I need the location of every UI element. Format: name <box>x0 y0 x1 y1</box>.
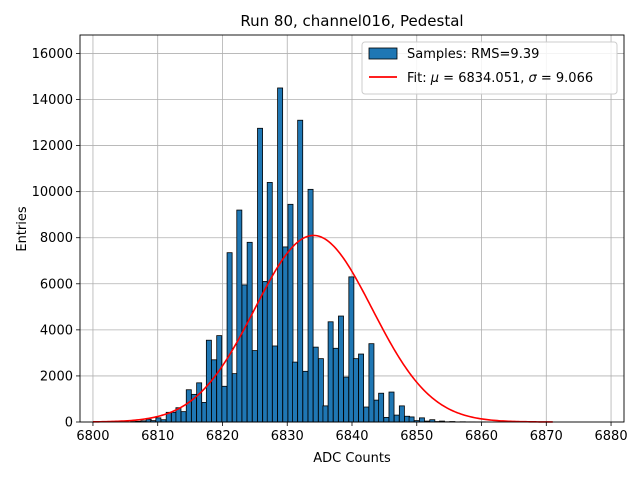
x-tick-label: 6820 <box>206 429 239 444</box>
histogram-bar <box>368 343 375 423</box>
histogram-bar <box>393 414 400 423</box>
histogram-bar <box>398 405 405 423</box>
y-axis-label: Entries <box>15 206 30 252</box>
x-tick-label: 6840 <box>335 429 368 444</box>
histogram-bar <box>327 321 334 423</box>
histogram-bar <box>241 284 248 423</box>
histogram-bar <box>246 241 253 423</box>
histogram-bar <box>307 188 314 423</box>
x-tick-label: 6810 <box>141 429 174 444</box>
histogram-bar <box>216 335 223 423</box>
y-tick-label: 0 <box>65 416 73 431</box>
histogram-bar <box>272 345 278 423</box>
histogram-bar <box>236 209 243 423</box>
histogram-bar <box>322 405 329 423</box>
histogram-bar <box>383 416 390 423</box>
histogram-bars <box>130 87 486 423</box>
y-tick-label: 4000 <box>40 323 73 338</box>
fit-line <box>92 234 553 423</box>
fit-curve <box>92 234 553 423</box>
histogram-bar <box>257 127 263 423</box>
histogram-bar <box>155 417 162 423</box>
histogram-bar <box>277 87 284 423</box>
histogram-bar <box>352 358 359 423</box>
y-tick-label: 8000 <box>40 231 73 246</box>
histogram-bar <box>297 119 304 423</box>
y-tick-label: 14000 <box>32 93 73 108</box>
histogram-bar <box>338 315 344 423</box>
y-tick-label: 12000 <box>32 139 73 154</box>
histogram-bar <box>332 347 339 423</box>
histogram-bar <box>419 417 425 423</box>
y-tick-label: 6000 <box>40 277 73 292</box>
histogram-bar <box>211 359 217 423</box>
y-tick-label: 10000 <box>32 185 73 200</box>
x-tick-label: 6800 <box>76 429 109 444</box>
chart-title: Run 80, channel016, Pedestal <box>240 12 463 30</box>
histogram-bar <box>408 416 415 423</box>
histogram-bar <box>302 370 309 423</box>
histogram-bar <box>196 382 203 423</box>
histogram-bar <box>388 391 395 423</box>
histogram-bar <box>221 385 228 423</box>
histogram-bar <box>292 361 298 423</box>
legend: Samples: RMS=9.39 Fit: μ = 6834.051, σ =… <box>361 41 618 95</box>
x-axis-label: ADC Counts <box>313 451 391 466</box>
histogram-bar <box>282 246 289 423</box>
x-tick-label: 6880 <box>595 429 628 444</box>
x-tick-label: 6830 <box>271 429 304 444</box>
legend-fit-label: Fit: μ = 6834.051, σ = 9.066 <box>407 71 593 86</box>
legend-box <box>361 41 618 95</box>
y-tick-label: 16000 <box>32 47 73 62</box>
axis-ticks: 6800 6810 6820 6830 6840 6850 6860 6870 6880 0 200… <box>32 47 628 444</box>
histogram-bar <box>251 350 258 423</box>
histogram-bar <box>226 252 233 423</box>
histogram-bar <box>266 182 273 423</box>
histogram-bar <box>363 406 370 423</box>
histogram-bar <box>312 346 319 423</box>
histogram-bar <box>343 376 350 423</box>
legend-samples-swatch <box>368 47 398 60</box>
x-tick-label: 6870 <box>530 429 563 444</box>
histogram-bar <box>378 392 385 423</box>
x-tick-label: 6860 <box>465 429 498 444</box>
histogram-bar <box>185 389 192 423</box>
histogram-bar <box>358 353 364 423</box>
y-tick-label: 2000 <box>40 369 73 384</box>
x-tick-label: 6850 <box>400 429 433 444</box>
legend-samples-label: Samples: RMS=9.39 <box>407 47 539 62</box>
histogram-bar <box>180 411 187 423</box>
